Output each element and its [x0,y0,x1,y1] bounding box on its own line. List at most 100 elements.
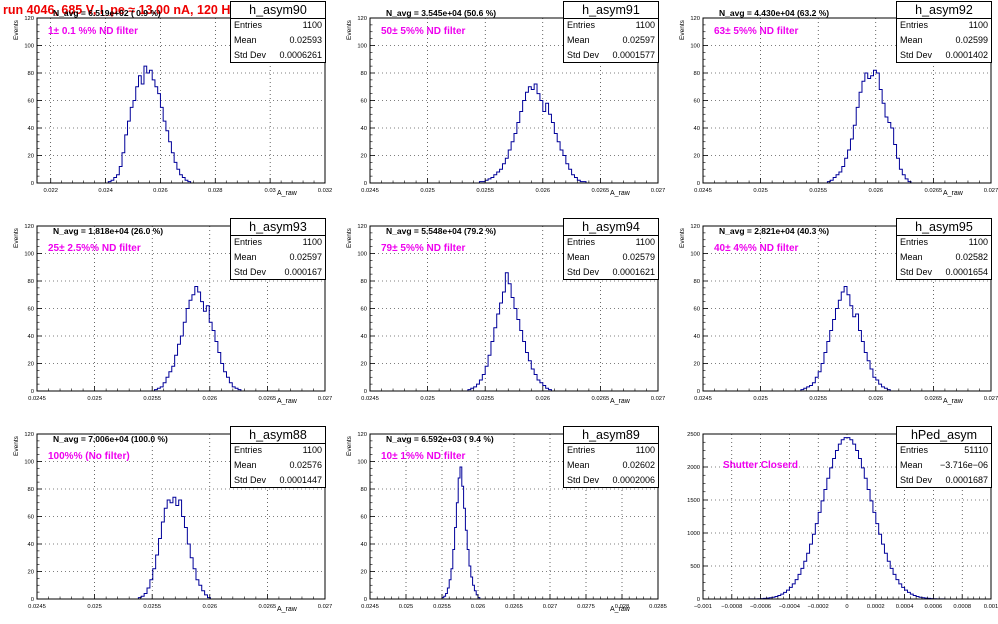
stats-label-entries: Entries [900,20,929,30]
y-tick-label: 0 [364,597,367,603]
stats-row-mean: Mean 0.02593 [234,33,322,48]
histogram-panel-h_asym88: 0.0245 0.025 0.0255 0.026 0.0265 0.027 0 20 40 60… [0,416,332,624]
stats-value-entries: 51110 [964,445,988,455]
stats-label-std-dev: Std Dev [234,267,267,277]
y-tick-label: 40 [361,126,367,132]
x-tick-label: 0.032 [318,188,333,194]
y-tick-label: 20 [361,362,367,368]
n-avg-label: N_avg = 1.818e+04 (26.0 %) [53,226,164,236]
stats-value-std-dev: 0.0001402 [945,50,988,60]
histogram-plot: 0.022 0.024 0.026 0.028 0.03 0.032 0 20 40 60 80 10… [24,16,333,194]
y-tick-label: 80 [361,487,367,493]
x-tick-label: 0.0245 [694,396,712,402]
x-tick-label: −0.001 [694,604,712,610]
stats-label-mean: Mean [234,460,257,470]
histogram-plot: 0.0245 0.025 0.0255 0.026 0.0265 0.027 0 20 40 60… [690,16,998,194]
x-axis-label: A_raw [610,190,630,197]
stats-value-mean: 0.02602 [622,460,655,470]
y-tick-label: 40 [361,542,367,548]
x-tick-label: 0.025 [753,188,768,194]
stats-row-entries: Entries 1100 [900,18,988,33]
y-tick-label: 100 [24,460,34,466]
histogram-bins [441,466,482,600]
page-title: run 4046, 685 V, I_pe ≈ 13.00 nA, 120 Hz [3,3,237,17]
y-tick-label: 100 [690,44,700,50]
histogram-bins [478,83,589,184]
histogram-panel-h_asym91: 0.0245 0.025 0.0255 0.026 0.0265 0.027 0 20 40 60… [333,0,665,208]
stats-box: h_asym92 Entries 1100 Mean 0.02599 Std D… [896,1,992,63]
stats-label-mean: Mean [567,252,590,262]
stats-box: h_asym90 Entries 1100 Mean 0.02593 Std D… [230,1,326,63]
y-tick-label: 0 [697,597,700,603]
x-tick-label: 0.0245 [361,604,379,610]
stats-value-mean: 0.02593 [289,35,322,45]
stats-row-mean: Mean 0.02602 [567,458,655,473]
stats-value-entries: 1100 [302,20,322,30]
x-tick-label: 0.026 [471,604,486,610]
n-avg-label: N_avg = 5.548e+04 (79.2 %) [386,226,497,236]
stats-label-mean: Mean [234,252,257,262]
y-axis-label: Events [346,436,353,456]
x-tick-label: 0.027 [318,604,333,610]
y-tick-label: 120 [24,16,34,22]
histogram-panel-h_asym89: 0.0245 0.025 0.0255 0.026 0.0265 0.027 0.0275 0… [333,416,667,624]
y-tick-label: 120 [357,224,367,230]
y-tick-label: 20 [28,362,34,368]
y-tick-label: 40 [694,126,700,132]
stats-row-std-dev: Std Dev 0.0001621 [567,265,655,280]
y-tick-label: 120 [357,432,367,438]
stats-label-std-dev: Std Dev [234,475,267,485]
stats-row-mean: Mean 0.02597 [234,250,322,265]
x-tick-label: 0.027 [984,188,998,194]
y-tick-label: 0 [364,181,367,187]
y-tick-label: 20 [694,154,700,160]
stats-box: h_asym91 Entries 1100 Mean 0.02597 Std D… [563,1,659,63]
x-tick-label: 0.0245 [28,604,46,610]
histogram-bins [137,496,214,600]
histogram-plot: 0.0245 0.025 0.0255 0.026 0.0265 0.027 0 20 40 60… [690,224,998,402]
stats-row-std-dev: Std Dev 0.000167 [234,265,322,280]
stats-label-mean: Mean [900,35,923,45]
x-tick-label: 0.03 [264,188,275,194]
y-tick-label: 1000 [687,531,700,537]
stats-row-std-dev: Std Dev 0.0001447 [234,473,322,488]
stats-value-mean: 0.02599 [955,35,988,45]
y-tick-label: 100 [24,44,34,50]
histogram-plot: 0.0245 0.025 0.0255 0.026 0.0265 0.027 0 20 40 60… [24,224,332,402]
x-tick-label: 0.026 [203,396,218,402]
y-tick-label: 20 [694,362,700,368]
filter-label: 63± 5%% ND filter [714,26,799,37]
stats-row-std-dev: Std Dev 0.0002006 [567,473,655,488]
y-tick-label: 60 [28,307,34,313]
y-tick-label: 20 [28,154,34,160]
x-tick-label: 0.025 [399,604,414,610]
stats-value-std-dev: 0.0001654 [945,267,988,277]
stats-label-std-dev: Std Dev [234,50,267,60]
x-tick-label: 0.0255 [143,396,161,402]
n-avg-label: N_avg = 6.519e+02 ( 0.9 %) [53,8,161,18]
histogram-name: hPed_asym [897,427,991,444]
y-axis-label: Events [13,20,20,40]
y-tick-label: 100 [24,252,34,258]
x-tick-label: 0.0245 [28,396,46,402]
x-axis-label: A_raw [610,606,630,613]
y-tick-label: 500 [690,564,700,570]
histogram-bins [826,69,914,184]
filter-label: 40± 4%% ND filter [714,243,799,254]
x-tick-label: 0.025 [420,396,435,402]
x-tick-label: 0.026 [203,604,218,610]
n-avg-label: N_avg = 2.821e+04 (40.3 %) [719,226,830,236]
stats-row-mean: Mean −3.716e−06 [900,458,988,473]
histogram-name: h_asym92 [897,2,991,19]
y-tick-label: 60 [28,515,34,521]
y-tick-label: 80 [28,487,34,493]
histogram-name: h_asym94 [564,219,658,236]
stats-value-mean: 0.02576 [289,460,322,470]
x-tick-label: 0.0008 [953,604,971,610]
y-axis-label: Events [679,228,686,248]
stats-value-entries: 1100 [968,237,988,247]
stats-row-std-dev: Std Dev 0.0001577 [567,48,655,63]
x-axis-label: A_raw [277,398,297,405]
x-tick-label: 0.0245 [694,188,712,194]
stats-label-entries: Entries [900,445,929,455]
